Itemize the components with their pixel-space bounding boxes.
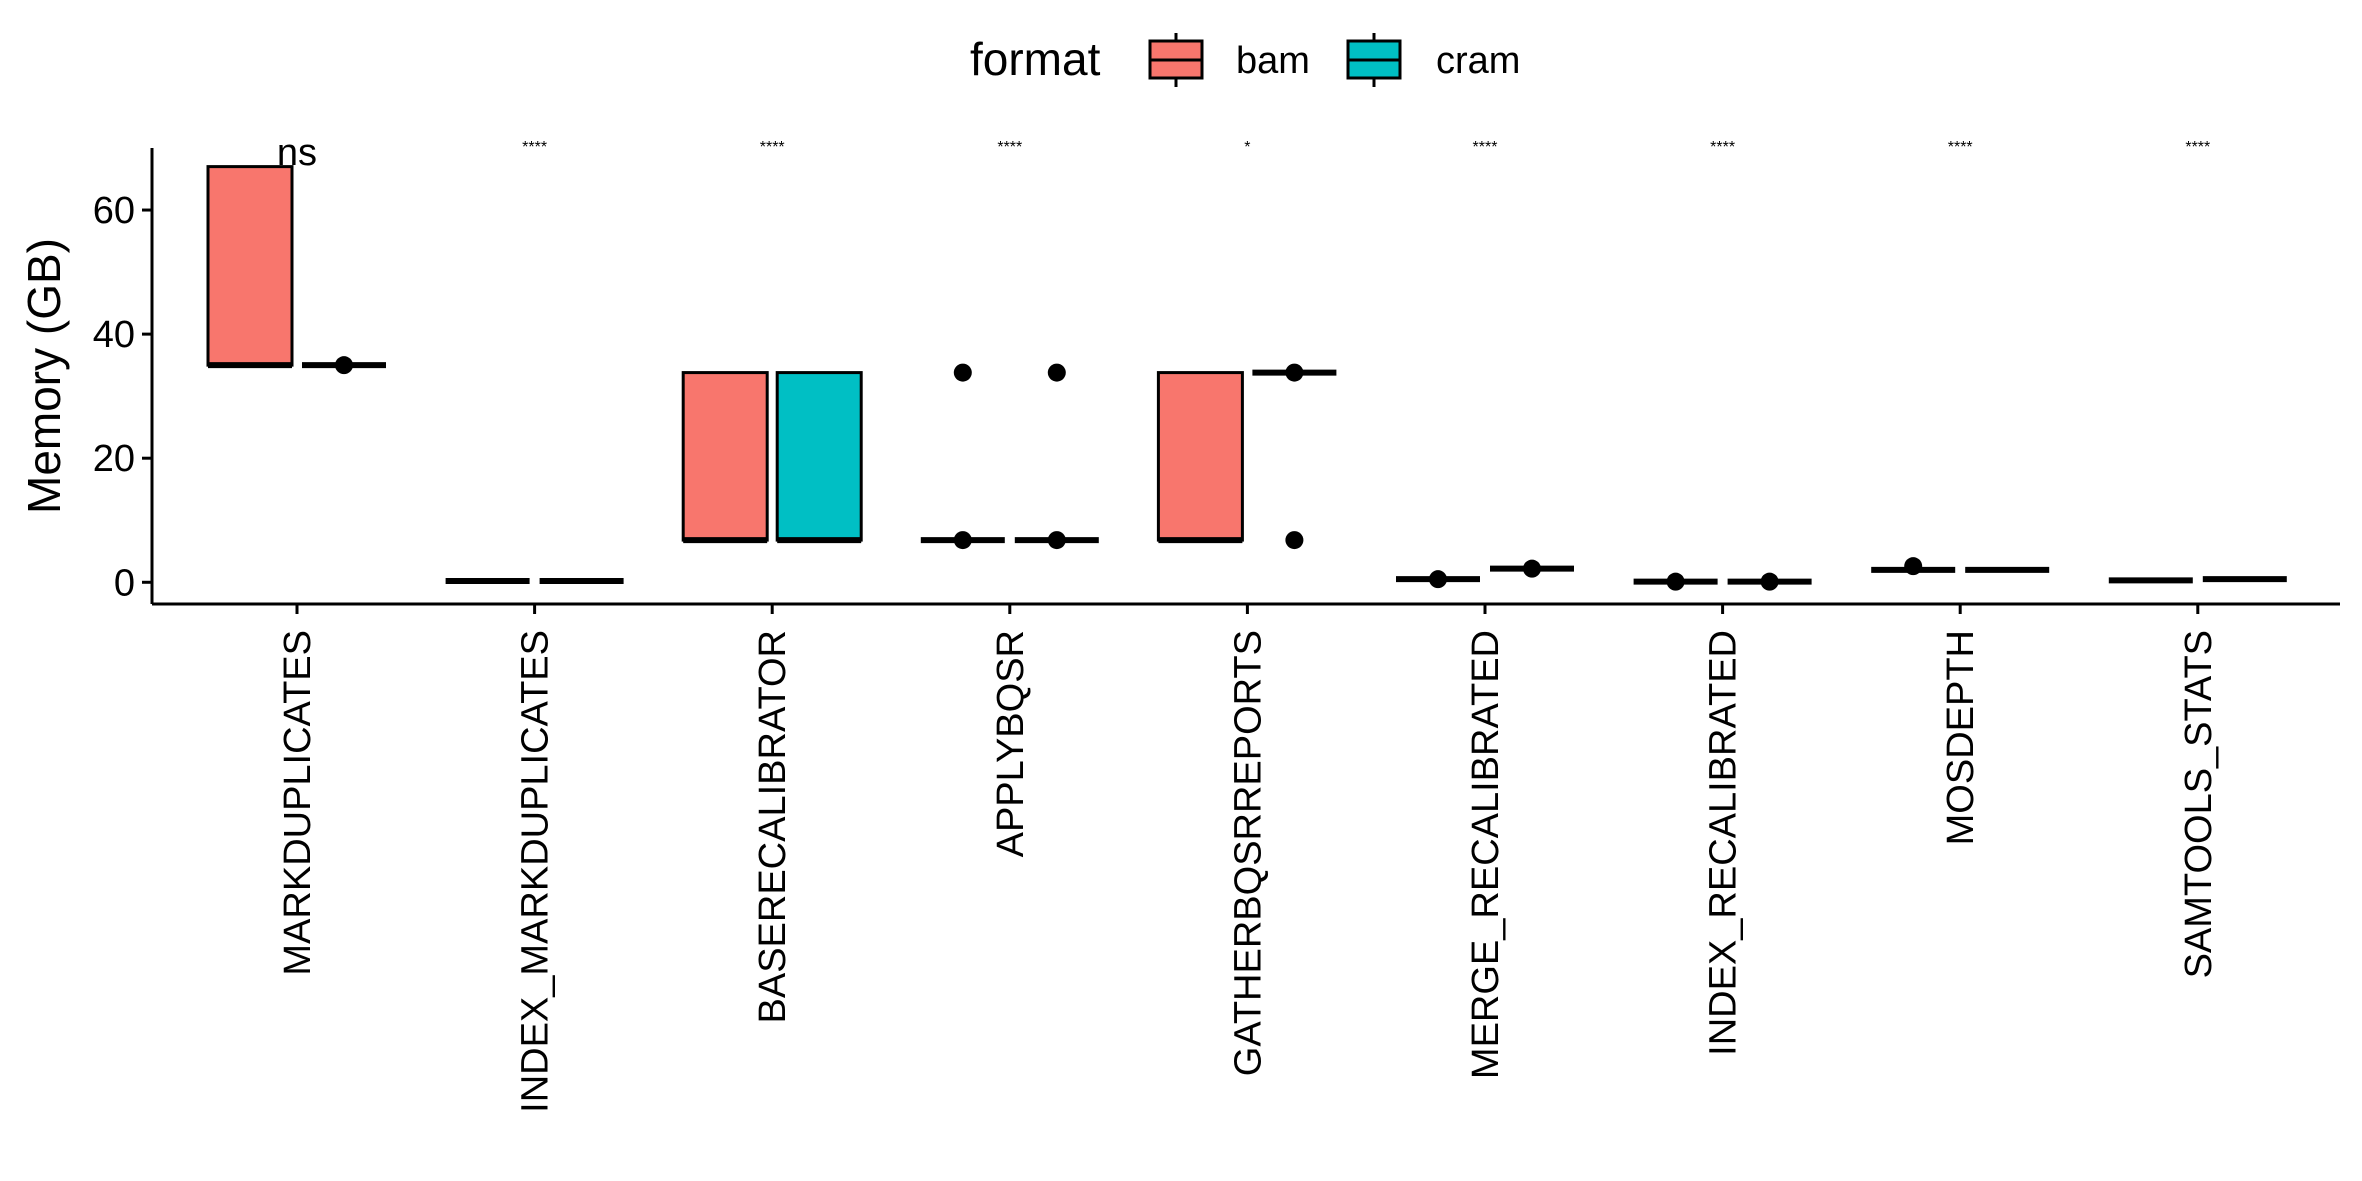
outlier-point-cram (1047, 363, 1066, 382)
x-tick-label: MOSDEPTH (1940, 630, 1982, 845)
outlier-point-cram (1285, 363, 1304, 382)
outlier-point-cram (1760, 572, 1779, 591)
outlier-point-bam (1904, 557, 1923, 576)
outlier-point-bam (953, 363, 972, 382)
outlier-point-bam (1429, 570, 1447, 589)
box-bam (206, 165, 294, 367)
x-tick-label: BASERECALIBRATOR (752, 630, 794, 1024)
x-tick-label: MARKDUPLICATES (277, 630, 319, 976)
x-tick-label: SAMTOOLS_STATS (2178, 630, 2220, 978)
significance-label: ns (277, 132, 317, 174)
significance-label: **** (1473, 139, 1498, 156)
outlier-point-cram (1285, 531, 1304, 550)
box-bam (1156, 371, 1244, 542)
legend-title: format (970, 33, 1101, 85)
legend: format bam cram (970, 33, 1520, 87)
box-cram (775, 371, 863, 542)
outlier-point-cram (335, 356, 353, 375)
significance-label: **** (760, 139, 785, 156)
significance-label: * (1244, 139, 1250, 156)
legend-label-bam: bam (1236, 40, 1310, 82)
x-tick-label: INDEX_MARKDUPLICATES (515, 630, 557, 1113)
y-tick-label: 60 (93, 190, 135, 232)
x-tick-label: INDEX_RECALIBRATED (1703, 630, 1745, 1056)
plot-area: 0 20 40 60 MARKDUPLICATES INDEX_MARKDUPLICATE… (93, 132, 2340, 1113)
significance-label: **** (1948, 139, 1973, 156)
outlier-point-bam (1666, 572, 1685, 591)
x-tick-label: MERGE_RECALIBRATED (1465, 630, 1507, 1079)
outlier-point-cram (1523, 559, 1541, 578)
outlier-point-cram (1047, 531, 1066, 550)
box-bam (681, 371, 769, 542)
significance-label: **** (2185, 139, 2210, 156)
y-tick-label: 20 (93, 438, 135, 480)
outlier-point-bam (953, 531, 972, 550)
y-tick-label: 0 (114, 562, 135, 604)
significance-label: **** (522, 139, 547, 156)
y-tick-label: 40 (93, 314, 135, 356)
significance-label: **** (1710, 139, 1735, 156)
x-tick-label: APPLYBQSR (990, 630, 1032, 857)
y-axis-label: Memory (GB) (18, 238, 70, 514)
significance-label: **** (997, 139, 1022, 156)
x-tick-label: GATHERBQSRREPORTS (1227, 630, 1269, 1076)
legend-label-cram: cram (1436, 40, 1520, 82)
